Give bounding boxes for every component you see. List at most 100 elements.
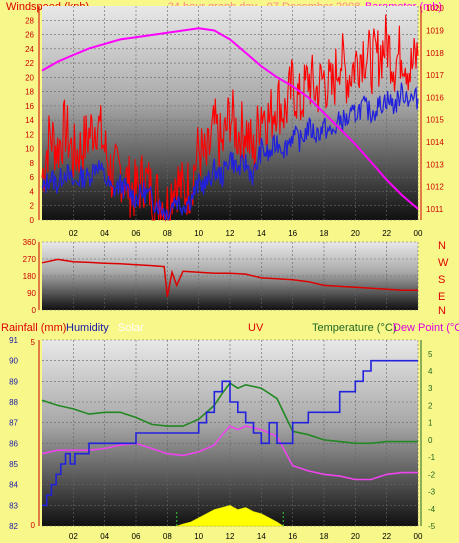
windspeed-tick-label: 16 <box>25 102 34 111</box>
uv-axis-title: UV <box>248 322 264 334</box>
humidity-tick-label: 87 <box>9 419 18 428</box>
top-tick-labels: 0246810121416182022242628101110121013101… <box>25 4 444 238</box>
bottom-x-tick-label: 12 <box>226 532 235 541</box>
direction-tick-label: 0 <box>32 306 37 315</box>
barometer-tick-label: 1020 <box>426 4 444 13</box>
windspeed-tick-label: 4 <box>30 187 35 196</box>
bottom-x-tick-label: 06 <box>132 532 141 541</box>
rainfall-tick-label: 0 <box>31 521 36 530</box>
bottom-x-tick-label: 16 <box>288 532 297 541</box>
windspeed-tick-label: 18 <box>25 88 34 97</box>
bottom-x-tick-label: 18 <box>320 532 329 541</box>
temperature-tick-label: 1 <box>428 419 433 428</box>
humidity-tick-label: 88 <box>9 398 18 407</box>
direction-tick-labels: 0 90 180 270 360 <box>23 238 40 315</box>
top-x-tick-label: 12 <box>226 229 235 238</box>
dewpoint-axis-title: Dew Point (°C) <box>393 322 459 334</box>
windspeed-tick-label: 24 <box>25 45 34 54</box>
humidity-tick-label: 90 <box>9 357 18 366</box>
temperature-tick-label: 4 <box>428 367 433 376</box>
humidity-tick-label: 85 <box>9 460 18 469</box>
barometer-line <box>41 27 419 210</box>
top-x-tick-label: 00 <box>414 229 423 238</box>
direction-grid <box>42 241 419 311</box>
bottom-x-tick-label: 00 <box>414 532 423 541</box>
temperature-tick-label: 2 <box>428 401 433 410</box>
humidity-tick-label: 82 <box>9 522 18 531</box>
bottom-x-tick-label: 10 <box>194 532 203 541</box>
temperature-tick-label: -5 <box>428 522 436 531</box>
direction-label-n-bottom: N <box>438 305 446 317</box>
top-x-tick-label: 10 <box>194 229 203 238</box>
wind-direction-line <box>41 258 418 297</box>
top-x-tick-label: 06 <box>132 229 141 238</box>
windspeed-tick-label: 12 <box>25 130 34 139</box>
temperature-tick-label: 3 <box>428 384 433 393</box>
windspeed-tick-label: 14 <box>25 116 34 125</box>
humidity-tick-label: 84 <box>9 481 18 490</box>
bottom-x-tick-label: 08 <box>163 532 172 541</box>
windspeed-tick-label: 10 <box>25 145 34 154</box>
barometer-tick-label: 1012 <box>426 183 444 192</box>
solar-axis-title: Solar <box>118 322 144 334</box>
direction-label-e: E <box>438 291 445 303</box>
average-wind-line <box>41 82 419 221</box>
barometer-tick-label: 1011 <box>426 205 444 214</box>
top-x-tick-label: 18 <box>320 229 329 238</box>
bottom-x-tick-label: 20 <box>351 532 360 541</box>
humidity-tick-label: 89 <box>9 377 18 386</box>
bottom-x-tick-label: 14 <box>257 532 266 541</box>
bottom-x-tick-label: 04 <box>100 532 109 541</box>
humidity-line <box>42 359 418 507</box>
bottom-tick-labels: 82838485868788899091543210-1-2-3-4-50502… <box>9 336 436 541</box>
direction-tick-label: 90 <box>27 289 36 298</box>
windspeed-tick-label: 0 <box>30 216 35 225</box>
temperature-tick-label: -1 <box>428 453 436 462</box>
windspeed-tick-label: 8 <box>30 159 35 168</box>
temperature-tick-label: -3 <box>428 488 436 497</box>
direction-tick-label: 180 <box>23 272 37 281</box>
temperature-tick-label: -2 <box>428 470 436 479</box>
wind-speed-line <box>41 14 419 222</box>
dewpoint-line <box>41 425 418 481</box>
barometer-tick-label: 1017 <box>426 71 444 80</box>
temperature-tick-label: 5 <box>428 350 433 359</box>
rainfall-tick-label: 5 <box>31 338 36 347</box>
top-x-tick-label: 20 <box>351 229 360 238</box>
direction-label-n-top: N <box>438 240 446 252</box>
temperature-tick-label: -4 <box>428 505 436 514</box>
barometer-tick-label: 1019 <box>426 27 444 36</box>
top-x-tick-label: 04 <box>100 229 109 238</box>
rainfall-axis-title: Rainfall (mm) <box>1 322 66 334</box>
windspeed-tick-label: 2 <box>30 202 35 211</box>
bottom-series <box>41 359 418 527</box>
top-x-tick-label: 14 <box>257 229 266 238</box>
barometer-tick-label: 1016 <box>426 93 444 102</box>
temperature-axis-title: Temperature (°C) <box>312 322 396 334</box>
windspeed-tick-label: 26 <box>25 31 34 40</box>
barometer-tick-label: 1018 <box>426 49 444 58</box>
humidity-axis-title: Humidity <box>66 322 109 334</box>
humidity-tick-label: 83 <box>9 501 18 510</box>
humidity-tick-label: 91 <box>9 336 18 345</box>
barometer-tick-label: 1014 <box>426 138 444 147</box>
windspeed-tick-label: 22 <box>25 59 34 68</box>
top-x-tick-label: 22 <box>382 229 391 238</box>
top-grid <box>42 6 419 221</box>
windspeed-tick-label: 20 <box>25 73 34 82</box>
direction-tick-label: 270 <box>23 255 37 264</box>
windspeed-tick-label: 28 <box>25 16 34 25</box>
barometer-tick-label: 1013 <box>426 160 444 169</box>
bottom-x-tick-label: 22 <box>382 532 391 541</box>
direction-tick-label: 360 <box>23 238 37 247</box>
top-x-tick-label: 02 <box>69 229 78 238</box>
temperature-tick-label: 0 <box>428 436 433 445</box>
solar-area <box>176 505 285 527</box>
top-x-tick-label: 16 <box>288 229 297 238</box>
top-x-tick-label: 08 <box>163 229 172 238</box>
top-series <box>41 14 419 222</box>
direction-label-w: W <box>438 257 449 269</box>
humidity-tick-label: 86 <box>9 439 18 448</box>
bottom-x-tick-label: 02 <box>69 532 78 541</box>
